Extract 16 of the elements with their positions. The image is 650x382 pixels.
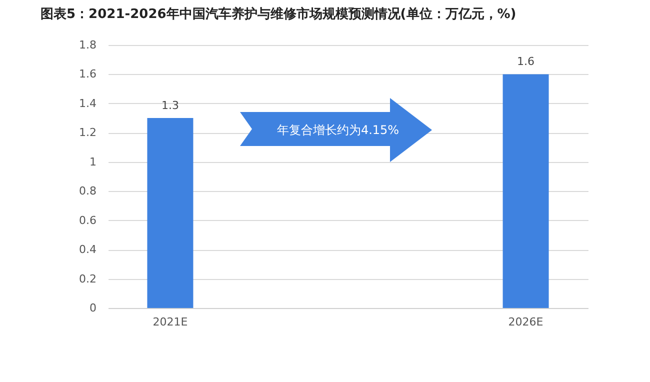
y-tick-label: 0.8 [79,184,96,198]
y-tick-label: 1.2 [79,126,96,140]
y-tick-label: 0.4 [79,243,96,256]
chart-title: 图表5：2021-2026年中国汽车养护与维修市场规模预测情况(单位：万亿元，%) [40,6,516,22]
x-tick-label: 2026E [508,316,544,328]
data-label: 1.6 [517,55,535,68]
data-label: 1.3 [161,99,179,112]
x-tick-label: 2021E [152,316,188,328]
y-tick-label: 0 [90,302,96,314]
y-tick-label: 1.6 [79,68,96,81]
y-tick-label: 1 [90,155,96,168]
y-tick-label: 1.8 [79,38,96,52]
y-tick-label: 0.2 [79,272,96,286]
y-tick-label: 0.6 [79,214,96,227]
y-tick-label: 1.4 [79,96,96,110]
annotation: 年复合增长约为4.15% [276,122,400,138]
